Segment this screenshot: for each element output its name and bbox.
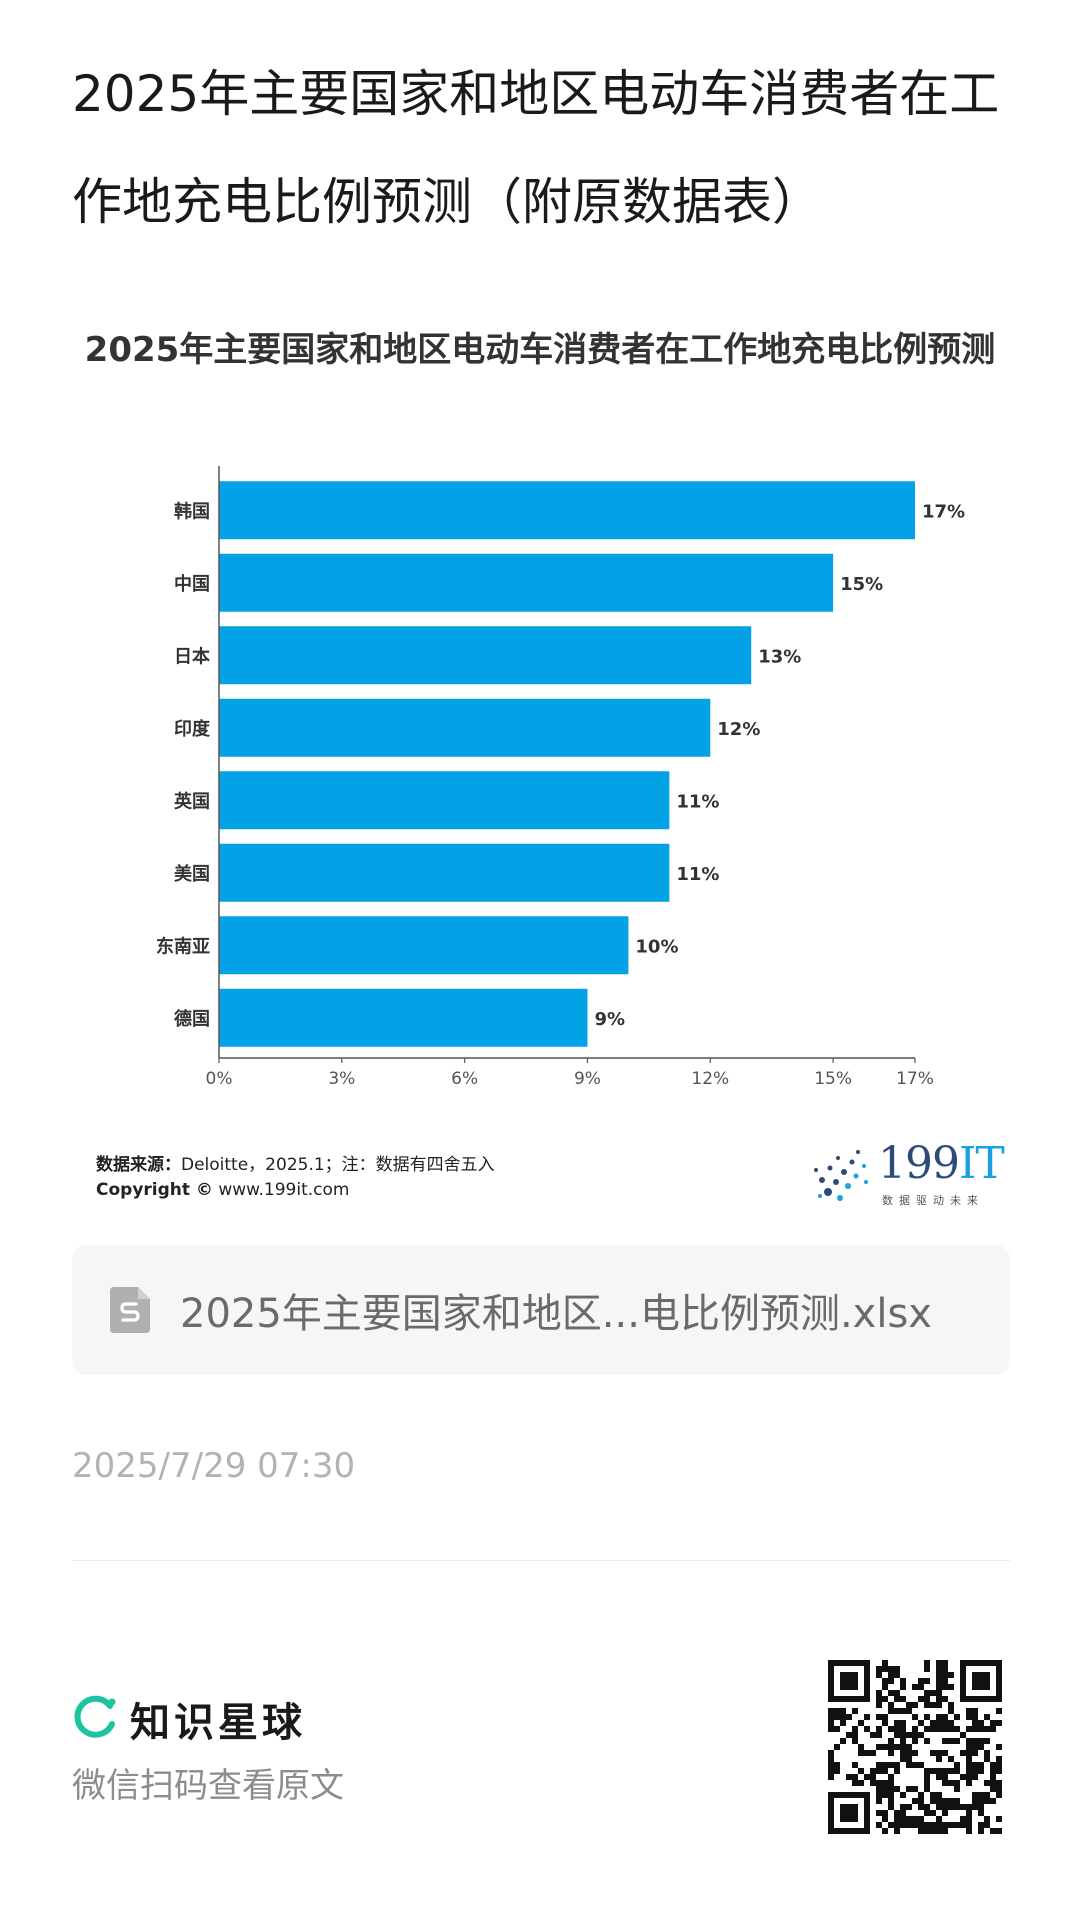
copyright-url: www.199it.com xyxy=(218,1180,350,1200)
bar xyxy=(219,771,670,830)
x-tick-label: 0% xyxy=(206,1069,233,1089)
bar xyxy=(219,481,915,540)
category-label: 英国 xyxy=(173,790,210,812)
data-label: 17% xyxy=(922,501,965,522)
brand-199it-tagline: 数据驱动未来 xyxy=(882,1194,984,1207)
x-tick-label: 9% xyxy=(574,1069,601,1089)
category-label: 印度 xyxy=(174,718,211,740)
x-tick-label: 15% xyxy=(814,1069,852,1089)
copyright-label: Copyright © xyxy=(96,1180,213,1200)
qr-code-icon[interactable] xyxy=(828,1660,1002,1834)
category-label: 东南亚 xyxy=(156,935,210,957)
data-label: 15% xyxy=(840,574,883,595)
data-source-label: 数据来源： xyxy=(96,1155,181,1175)
brand-199it-logo: 199IT 数据驱动未来 xyxy=(808,1138,1008,1208)
data-label: 10% xyxy=(635,936,678,957)
data-label: 12% xyxy=(717,719,760,740)
category-label: 中国 xyxy=(174,573,210,595)
chart-title: 2025年主要国家和地区电动车消费者在工作地充电比例预测 xyxy=(84,330,996,370)
data-label: 11% xyxy=(676,864,719,885)
divider xyxy=(72,1560,1010,1561)
attachment-file-name: 2025年主要国家和地区...电比例预测.xlsx xyxy=(180,1291,932,1337)
scan-hint: 微信扫码查看原文 xyxy=(72,1766,344,1806)
x-tick-label: 12% xyxy=(691,1069,729,1089)
bar xyxy=(219,988,588,1047)
bar xyxy=(219,553,834,612)
x-tick-label: 6% xyxy=(451,1069,478,1089)
attachment-card[interactable]: 2025年主要国家和地区...电比例预测.xlsx xyxy=(72,1245,1010,1375)
data-label: 13% xyxy=(758,646,801,667)
category-label: 韩国 xyxy=(174,500,210,522)
data-label: 11% xyxy=(676,791,719,812)
brand-199it-wordmark: 199IT xyxy=(878,1138,1005,1189)
bar xyxy=(219,843,670,902)
page-title: 2025年主要国家和地区电动车消费者在工作地充电比例预测（附原数据表） xyxy=(72,65,1000,231)
planet-logo-icon xyxy=(74,1695,116,1738)
category-label: 德国 xyxy=(174,1008,210,1030)
data-label: 9% xyxy=(594,1009,625,1030)
data-source-text: Deloitte，2025.1；注：数据有四舍五入 xyxy=(181,1155,495,1175)
bar xyxy=(219,698,711,757)
bar xyxy=(219,916,629,975)
category-label: 日本 xyxy=(174,645,210,667)
copyright: Copyright © www.199it.com xyxy=(96,1180,349,1200)
dots-burst-icon xyxy=(814,1150,868,1201)
footer-brand-name: 知识星球 xyxy=(130,1700,306,1746)
bar-chart: 韩国 17% 中国 15% 日本 13% 印度 12% 英国 11% 美国 11% 东南亚 10% 德国 9%… xyxy=(156,466,965,1089)
spreadsheet-file-icon xyxy=(110,1287,150,1333)
bar xyxy=(219,626,752,685)
data-source: 数据来源：Deloitte，2025.1；注：数据有四舍五入 xyxy=(96,1150,495,1175)
category-label: 美国 xyxy=(174,863,210,885)
post-date: 2025/7/29 07:30 xyxy=(72,1446,356,1486)
x-tick-label: 3% xyxy=(328,1069,355,1089)
x-tick-label: 17% xyxy=(896,1069,934,1089)
chart-image: 2025年主要国家和地区电动车消费者在工作地充电比例预测 韩国 17% 中国 15% 日… xyxy=(60,300,1020,1230)
